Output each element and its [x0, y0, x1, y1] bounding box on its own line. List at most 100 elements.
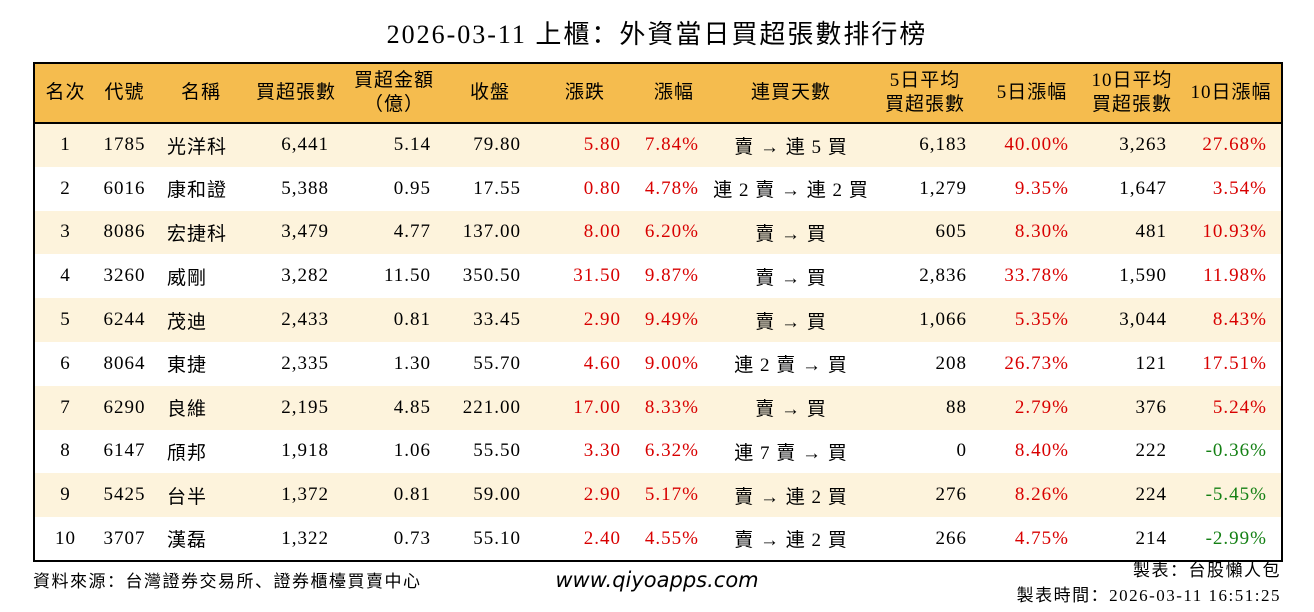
cell-rank: 1	[60, 134, 71, 156]
cell-name: 東捷	[167, 355, 208, 377]
cell-pct-5d: 26.73%	[1004, 352, 1069, 374]
cell-pct-5d: 2.79%	[1014, 396, 1069, 418]
cell-change-pct: 9.49%	[644, 309, 699, 331]
cell-buy-streak: 連 7 賣 → 買	[734, 442, 848, 464]
maker-block: 製表：台股懶人包 製表時間：2026-03-11 16:51:25	[1017, 558, 1281, 608]
cell-code: 5425	[103, 484, 146, 506]
table-row: 5 6244 茂迪 2,433 0.81 33.45 2.90 9.49% 賣 → 買 1,066…	[34, 298, 1282, 342]
cell-code: 8086	[103, 221, 146, 243]
column-header-pct-5d: 5日漲幅	[981, 63, 1083, 124]
cell-change: 0.80	[583, 177, 621, 199]
column-header-change: 漲跌	[535, 63, 635, 124]
cell-pct-10d: 10.93%	[1202, 221, 1267, 243]
cell-change: 2.40	[583, 527, 621, 549]
cell-net-buy-amount: 4.77	[393, 221, 431, 243]
cell-change: 31.50	[573, 265, 621, 287]
cell-change: 3.30	[583, 440, 621, 462]
cell-pct-10d: 3.54%	[1212, 177, 1267, 199]
cell-net-buy-amount: 0.81	[393, 309, 431, 331]
cell-change: 2.90	[583, 484, 621, 506]
report-timestamp: 製表時間：2026-03-11 16:51:25	[1016, 586, 1281, 605]
cell-code: 1785	[103, 134, 146, 156]
cell-net-buy-lots: 1,918	[281, 440, 329, 462]
cell-avg10-net-buy: 3,044	[1119, 309, 1167, 331]
cell-pct-10d: 8.43%	[1212, 309, 1267, 331]
cell-close: 33.45	[473, 309, 521, 331]
data-source-note: 資料來源：台灣證券交易所、證券櫃檯買賣中心	[33, 572, 422, 591]
cell-change-pct: 7.84%	[644, 134, 699, 156]
column-header-buy-streak: 連買天數	[713, 63, 869, 124]
cell-name: 茂迪	[167, 311, 208, 333]
cell-buy-streak: 賣 → 買	[755, 223, 827, 245]
column-header-net-buy-lots: 買超張數	[249, 63, 343, 124]
cell-pct-5d: 8.26%	[1014, 484, 1069, 506]
cell-pct-10d: 17.51%	[1202, 352, 1267, 374]
cell-avg5-net-buy: 1,279	[919, 177, 967, 199]
cell-net-buy-lots: 3,479	[281, 221, 329, 243]
cell-change-pct: 4.78%	[644, 177, 699, 199]
cell-pct-10d: -5.45%	[1205, 484, 1267, 506]
cell-avg10-net-buy: 121	[1135, 352, 1167, 374]
cell-avg5-net-buy: 2,836	[919, 265, 967, 287]
cell-avg5-net-buy: 208	[935, 352, 967, 374]
cell-buy-streak: 賣 → 連 2 買	[734, 530, 848, 552]
table-row: 10 3707 漢磊 1,322 0.73 55.10 2.40 4.55% 賣 → 連 2 買…	[34, 517, 1282, 561]
cell-avg10-net-buy: 1,647	[1119, 177, 1167, 199]
cell-buy-streak: 賣 → 買	[755, 399, 827, 421]
column-header-rank: 名次	[34, 63, 96, 124]
cell-pct-5d: 33.78%	[1004, 265, 1069, 287]
cell-net-buy-amount: 0.81	[393, 484, 431, 506]
cell-change-pct: 5.17%	[644, 484, 699, 506]
cell-change: 5.80	[583, 134, 621, 156]
cell-name: 台半	[167, 486, 208, 508]
table-row: 9 5425 台半 1,372 0.81 59.00 2.90 5.17% 賣 → 連 2 買 2…	[34, 473, 1282, 518]
cell-net-buy-lots: 5,388	[281, 177, 329, 199]
cell-avg10-net-buy: 1,590	[1119, 265, 1167, 287]
cell-pct-5d: 40.00%	[1004, 134, 1069, 156]
cell-close: 221.00	[462, 396, 521, 418]
table-row: 3 8086 宏捷科 3,479 4.77 137.00 8.00 6.20% 賣 → 買 605…	[34, 210, 1282, 255]
cell-change: 8.00	[583, 221, 621, 243]
cell-code: 3260	[103, 265, 146, 287]
cell-net-buy-amount: 0.73	[393, 527, 431, 549]
cell-change-pct: 9.87%	[644, 265, 699, 287]
cell-buy-streak: 賣 → 連 2 買	[734, 486, 848, 508]
column-header-avg10-net-buy: 10日平均 買超張數	[1083, 63, 1181, 124]
cell-net-buy-lots: 2,195	[281, 396, 329, 418]
cell-code: 6147	[103, 440, 146, 462]
cell-rank: 7	[60, 396, 71, 418]
table-body: 1 1785 光洋科 6,441 5.14 79.80 5.80 7.84% 賣 → 連 5 買…	[34, 123, 1282, 561]
cell-avg10-net-buy: 222	[1135, 440, 1167, 462]
column-header-close: 收盤	[445, 63, 535, 124]
cell-buy-streak: 連 2 賣 → 買	[734, 355, 848, 377]
cell-net-buy-lots: 2,335	[281, 352, 329, 374]
cell-avg5-net-buy: 266	[935, 527, 967, 549]
table-row: 6 8064 東捷 2,335 1.30 55.70 4.60 9.00% 連 2 賣 → 買 2…	[34, 341, 1282, 386]
cell-rank: 4	[60, 265, 71, 287]
maker-credit: 製表：台股懶人包	[1133, 561, 1281, 580]
column-header-net-buy-amount: 買超金額 （億）	[343, 63, 445, 124]
cell-name: 頎邦	[167, 442, 208, 464]
table-header: 名次 代號 名稱 買超張數 買超金額 （億） 收盤 漲跌 漲幅 連買天數 5日平均 買超張數 5日漲…	[34, 63, 1282, 124]
table-row: 4 3260 威剛 3,282 11.50 350.50 31.50 9.87% 賣 → 買 2,…	[34, 254, 1282, 299]
cell-net-buy-lots: 6,441	[281, 134, 329, 156]
cell-buy-streak: 賣 → 買	[755, 267, 827, 289]
cell-avg5-net-buy: 1,066	[919, 309, 967, 331]
cell-avg10-net-buy: 3,263	[1119, 134, 1167, 156]
cell-rank: 8	[60, 440, 71, 462]
cell-pct-5d: 8.30%	[1014, 221, 1069, 243]
cell-name: 良維	[167, 399, 208, 421]
cell-close: 55.50	[473, 440, 521, 462]
table-row: 2 6016 康和證 5,388 0.95 17.55 0.80 4.78% 連 2 賣 → 連…	[34, 166, 1282, 211]
cell-pct-10d: -0.36%	[1205, 440, 1267, 462]
cell-name: 康和證	[167, 180, 228, 202]
cell-change-pct: 6.32%	[644, 440, 699, 462]
cell-rank: 10	[55, 527, 76, 549]
cell-change: 4.60	[583, 352, 621, 374]
column-header-code: 代號	[96, 63, 153, 124]
cell-code: 3707	[103, 527, 146, 549]
cell-code: 6290	[103, 396, 146, 418]
cell-net-buy-amount: 0.95	[393, 177, 431, 199]
cell-net-buy-amount: 1.30	[393, 352, 431, 374]
cell-net-buy-amount: 5.14	[393, 134, 431, 156]
